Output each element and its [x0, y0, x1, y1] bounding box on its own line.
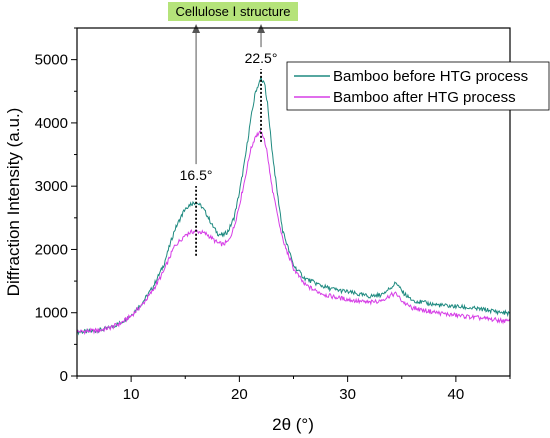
legend-box	[286, 61, 550, 111]
peak-label-0: 16.5°	[180, 167, 213, 183]
y-tick-label-1000: 1000	[35, 305, 68, 322]
y-tick-label-3000: 3000	[35, 178, 68, 195]
y-tick-label-5000: 5000	[35, 52, 68, 69]
annotation-layer: 16.5° 22.5°	[180, 24, 278, 256]
banner-box	[168, 2, 298, 21]
axis-layer: 10 20 30 40 0 1000 2000 3000 4000 5000	[35, 27, 511, 403]
banner-text: Cellulose Ⅰ structure	[175, 4, 290, 19]
y-tick-label-2000: 2000	[35, 241, 68, 258]
y-axis-label: Diffraction Intensity (a.u.)	[4, 108, 23, 297]
y-tick-label-0: 0	[60, 368, 68, 385]
x-axis-label: 2θ (°)	[272, 415, 314, 434]
legend: Bamboo before HTG process Bamboo after H…	[286, 61, 550, 111]
x-tick-label-30: 30	[339, 386, 356, 403]
x-tick-label-20: 20	[231, 386, 248, 403]
x-tick-label-10: 10	[123, 386, 140, 403]
x-tick-label-40: 40	[448, 386, 465, 403]
legend-label-before: Bamboo before HTG process	[333, 68, 528, 85]
legend-label-after: Bamboo after HTG process	[333, 89, 516, 106]
series-layer	[76, 76, 511, 336]
y-tick-label-4000: 4000	[35, 115, 68, 132]
series-line-after	[76, 130, 511, 336]
peak-label-1: 22.5°	[245, 50, 278, 66]
series-line-before	[76, 76, 511, 336]
